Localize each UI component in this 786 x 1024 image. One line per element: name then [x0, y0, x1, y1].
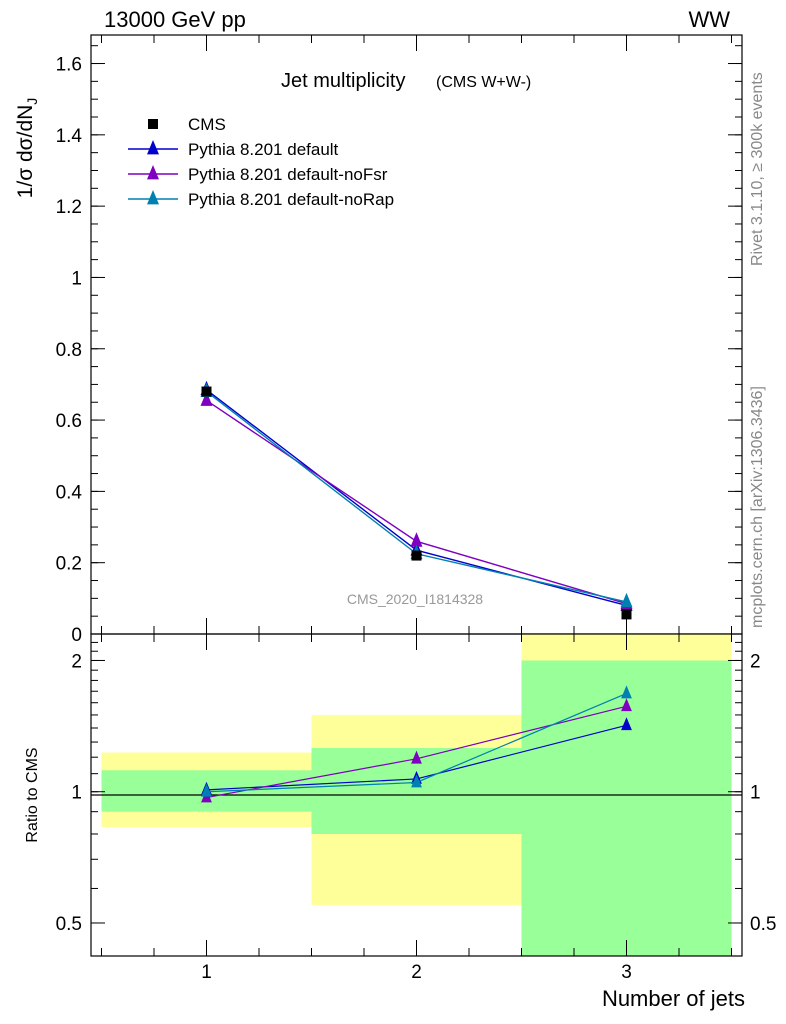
- chart-title: Jet multiplicity: [281, 70, 405, 92]
- y-tick-label: 0.8: [56, 340, 82, 361]
- y-tick-label: 1: [71, 268, 82, 289]
- legend-label-pythia-8-201-default: Pythia 8.201 default: [188, 140, 339, 159]
- y-tick-label: 0.2: [56, 554, 82, 575]
- main-y-axis: 0 0.2 0.4 0.6 0.8 1 1.2 1.4 1.6: [56, 45, 742, 646]
- x-tick-label: 2: [411, 962, 422, 983]
- data-point-pythia-8-201-default-norap: [620, 592, 633, 608]
- legend-marker-pythia-8-201-default-nofsr: [147, 165, 159, 180]
- ratio-point-pythia-8-201-default-nofsr: [621, 698, 632, 712]
- y-tick-label: 0: [71, 625, 82, 646]
- ratio-series-group: [201, 685, 632, 803]
- series-line-pythia-8-201-default-nofsr: [206, 399, 627, 605]
- legend-label-pythia-8-201-default-norap: Pythia 8.201 default-noRap: [188, 190, 394, 209]
- data-point-pythia-8-201-default-nofsr: [410, 532, 423, 547]
- y-tick-label: 1.4: [56, 126, 83, 147]
- ratio-y-tick-label-right: 2: [750, 651, 761, 672]
- main-series-group: [200, 380, 633, 620]
- x-axis: 1 2 3: [101, 35, 732, 983]
- ratio-point-pythia-8-201-default-norap: [411, 774, 422, 788]
- ratio-y-tick-label-right: 1: [750, 783, 761, 804]
- data-point-cms: [621, 609, 632, 620]
- rivet-version-label: Rivet 3.1.10, ≥ 300k events: [749, 72, 766, 266]
- series-line-pythia-8-201-default-norap: [206, 390, 627, 603]
- chart-subtitle: (CMS W+W-): [436, 74, 531, 91]
- x-axis-label: Number of jets: [602, 986, 745, 1011]
- legend-label-pythia-8-201-default-nofsr: Pythia 8.201 default-noFsr: [188, 165, 388, 184]
- y-tick-label: 1.6: [56, 55, 82, 76]
- ratio-y-tick-label: 0.5: [56, 914, 82, 935]
- data-point-pythia-8-201-default-nofsr: [200, 391, 213, 406]
- ratio-y-tick-label: 1: [71, 783, 82, 804]
- x-tick-label: 3: [621, 962, 632, 983]
- legend-marker-pythia-8-201-default-norap: [147, 190, 159, 205]
- analysis-watermark: CMS_2020_I1814328: [347, 591, 483, 607]
- legend: CMS Pythia 8.201 default Pythia 8.201 defa…: [128, 115, 394, 209]
- y-tick-label: 0.4: [56, 482, 83, 503]
- y-tick-label: 0.6: [56, 411, 82, 432]
- data-point-cms: [201, 386, 212, 397]
- source-label: mcplots.cern.ch [arXiv:1306.3436]: [749, 386, 766, 628]
- ratio-point-pythia-8-201-default-nofsr: [411, 750, 422, 764]
- legend-label-cms: CMS: [188, 115, 226, 134]
- legend-marker-cms: [148, 119, 158, 129]
- ratio-y-tick-label-right: 0.5: [750, 914, 776, 935]
- ratio-point-pythia-8-201-default: [621, 717, 632, 731]
- data-point-cms: [411, 550, 422, 561]
- legend-marker-pythia-8-201-default: [147, 140, 159, 155]
- ratio-y-axis: 0.5 0.5 1 1 2 2: [56, 641, 776, 935]
- y-tick-label: 1.2: [56, 197, 82, 218]
- main-y-axis-label: 1/σ dσ/dNJ: [14, 98, 40, 199]
- x-tick-label: 1: [201, 962, 212, 983]
- energy-label: 13000 GeV pp: [104, 7, 246, 32]
- ratio-y-axis-label: Ratio to CMS: [24, 747, 41, 842]
- ratio-point-pythia-8-201-default-norap: [621, 685, 632, 699]
- series-line-pythia-8-201-default: [206, 389, 627, 607]
- ratio-y-tick-label: 2: [71, 651, 82, 672]
- process-label: WW: [688, 7, 730, 32]
- ratio-point-pythia-8-201-default-norap: [201, 783, 212, 797]
